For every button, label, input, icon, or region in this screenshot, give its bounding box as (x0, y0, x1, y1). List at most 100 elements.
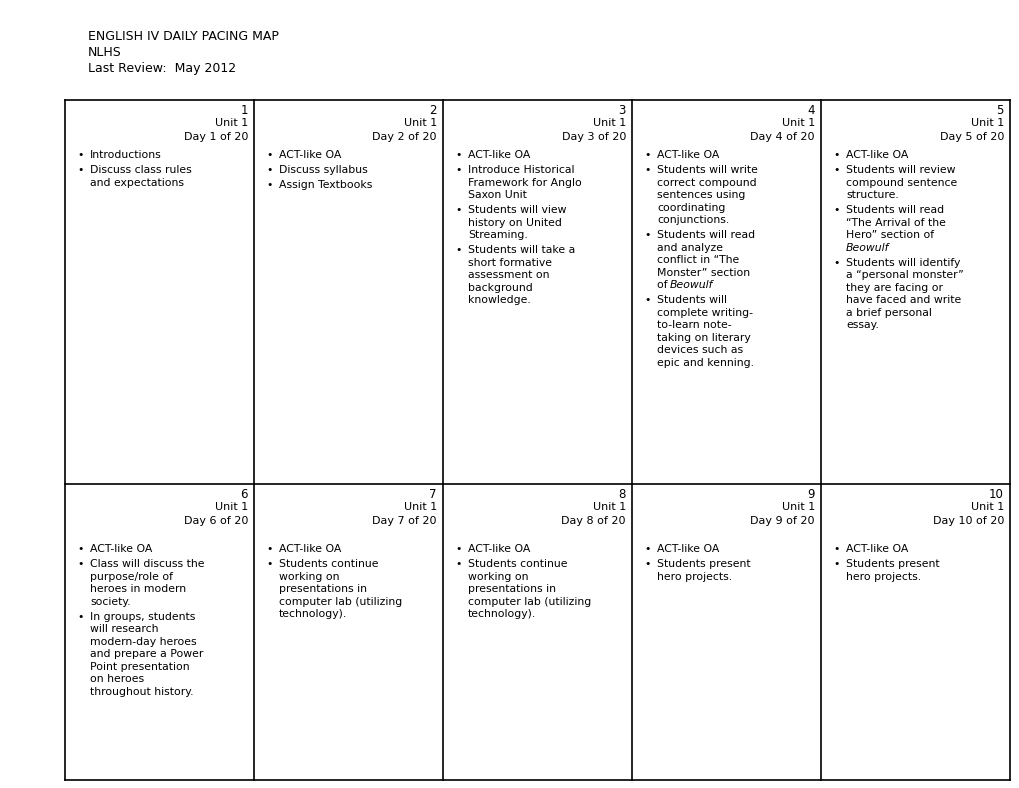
Text: hero projects.: hero projects. (656, 572, 732, 582)
Text: •: • (77, 165, 85, 175)
Text: NLHS: NLHS (88, 46, 121, 59)
Text: .: . (699, 280, 705, 290)
Text: Unit 1: Unit 1 (215, 502, 248, 512)
Text: Class will discuss the: Class will discuss the (90, 559, 204, 569)
Text: Beowulf: Beowulf (845, 243, 889, 252)
Text: Students will identify: Students will identify (845, 258, 960, 267)
Text: •: • (267, 150, 273, 160)
Text: 4: 4 (807, 104, 814, 117)
Text: to-learn note-: to-learn note- (656, 320, 731, 330)
Text: Unit 1: Unit 1 (970, 502, 1003, 512)
Text: on heroes: on heroes (90, 675, 144, 684)
Text: ACT-like OA: ACT-like OA (656, 150, 718, 160)
Text: •: • (455, 245, 462, 255)
Text: Day 2 of 20: Day 2 of 20 (372, 132, 436, 142)
Text: ACT-like OA: ACT-like OA (845, 150, 908, 160)
Text: conjunctions.: conjunctions. (656, 215, 729, 225)
Text: Students continue: Students continue (468, 559, 567, 569)
Text: Hero” section of: Hero” section of (845, 230, 933, 240)
Text: heroes in modern: heroes in modern (90, 584, 185, 594)
Text: Students will write: Students will write (656, 165, 757, 175)
Text: •: • (833, 258, 840, 267)
Text: •: • (455, 545, 462, 554)
Text: Unit 1: Unit 1 (404, 118, 436, 128)
Text: Day 1 of 20: Day 1 of 20 (183, 132, 248, 142)
Text: hero projects.: hero projects. (845, 572, 920, 582)
Text: 8: 8 (618, 489, 626, 501)
Text: •: • (644, 559, 650, 569)
Text: Day 7 of 20: Day 7 of 20 (372, 516, 436, 526)
Text: technology).: technology). (279, 609, 346, 619)
Text: ACT-like OA: ACT-like OA (90, 545, 152, 554)
Text: ACT-like OA: ACT-like OA (845, 545, 908, 554)
Text: •: • (455, 150, 462, 160)
Text: Saxon Unit: Saxon Unit (468, 190, 527, 200)
Text: Day 8 of 20: Day 8 of 20 (560, 516, 626, 526)
Text: •: • (644, 165, 650, 175)
Text: •: • (267, 559, 273, 569)
Text: presentations in: presentations in (468, 584, 555, 594)
Text: 5: 5 (996, 104, 1003, 117)
Text: history on United: history on United (468, 217, 561, 228)
Text: •: • (455, 559, 462, 569)
Text: .: . (874, 243, 878, 252)
Text: 2: 2 (429, 104, 436, 117)
Text: computer lab (utilizing: computer lab (utilizing (279, 597, 401, 607)
Text: a brief personal: a brief personal (845, 307, 931, 318)
Text: modern-day heroes: modern-day heroes (90, 637, 197, 647)
Text: •: • (267, 165, 273, 175)
Text: •: • (833, 150, 840, 160)
Text: a “personal monster”: a “personal monster” (845, 270, 963, 280)
Text: Beowulf: Beowulf (669, 280, 713, 290)
Text: ACT-like OA: ACT-like OA (656, 545, 718, 554)
Text: Day 10 of 20: Day 10 of 20 (931, 516, 1003, 526)
Text: Students will view: Students will view (468, 205, 566, 215)
Text: •: • (77, 611, 85, 622)
Text: Unit 1: Unit 1 (592, 118, 626, 128)
Text: correct compound: correct compound (656, 177, 756, 188)
Text: Unit 1: Unit 1 (781, 502, 814, 512)
Text: epic and kenning.: epic and kenning. (656, 358, 753, 367)
Text: “The Arrival of the: “The Arrival of the (845, 217, 945, 228)
Text: presentations in: presentations in (279, 584, 367, 594)
Text: Students will read: Students will read (845, 205, 944, 215)
Text: Day 5 of 20: Day 5 of 20 (938, 132, 1003, 142)
Text: working on: working on (279, 572, 339, 582)
Text: •: • (644, 230, 650, 240)
Text: ACT-like OA: ACT-like OA (279, 150, 341, 160)
Text: •: • (77, 545, 85, 554)
Text: Introductions: Introductions (90, 150, 162, 160)
Text: In groups, students: In groups, students (90, 611, 196, 622)
Text: conflict in “The: conflict in “The (656, 255, 739, 265)
Text: coordinating: coordinating (656, 203, 725, 213)
Text: ENGLISH IV DAILY PACING MAP: ENGLISH IV DAILY PACING MAP (88, 30, 278, 43)
Text: Assign Textbooks: Assign Textbooks (279, 180, 372, 190)
Text: throughout history.: throughout history. (90, 686, 194, 697)
Text: Streaming.: Streaming. (468, 230, 527, 240)
Text: •: • (267, 180, 273, 190)
Text: will research: will research (90, 624, 158, 634)
Text: and expectations: and expectations (90, 177, 183, 188)
Text: 9: 9 (807, 489, 814, 501)
Text: Students continue: Students continue (279, 559, 378, 569)
Text: 10: 10 (988, 489, 1003, 501)
Text: Introduce Historical: Introduce Historical (468, 165, 574, 175)
Text: knowledge.: knowledge. (468, 295, 530, 305)
Text: Unit 1: Unit 1 (781, 118, 814, 128)
Text: Students will: Students will (656, 295, 727, 305)
Text: ACT-like OA: ACT-like OA (468, 545, 530, 554)
Text: •: • (644, 150, 650, 160)
Text: short formative: short formative (468, 258, 551, 267)
Text: •: • (644, 295, 650, 305)
Text: Last Review:  May 2012: Last Review: May 2012 (88, 62, 235, 75)
Text: 1: 1 (240, 104, 248, 117)
Text: Students present: Students present (845, 559, 938, 569)
Text: 7: 7 (429, 489, 436, 501)
Text: working on: working on (468, 572, 528, 582)
Text: •: • (833, 559, 840, 569)
Text: Day 3 of 20: Day 3 of 20 (561, 132, 626, 142)
Text: computer lab (utilizing: computer lab (utilizing (468, 597, 591, 607)
Text: complete writing-: complete writing- (656, 307, 752, 318)
Text: Day 9 of 20: Day 9 of 20 (750, 516, 814, 526)
Text: Discuss syllabus: Discuss syllabus (279, 165, 368, 175)
